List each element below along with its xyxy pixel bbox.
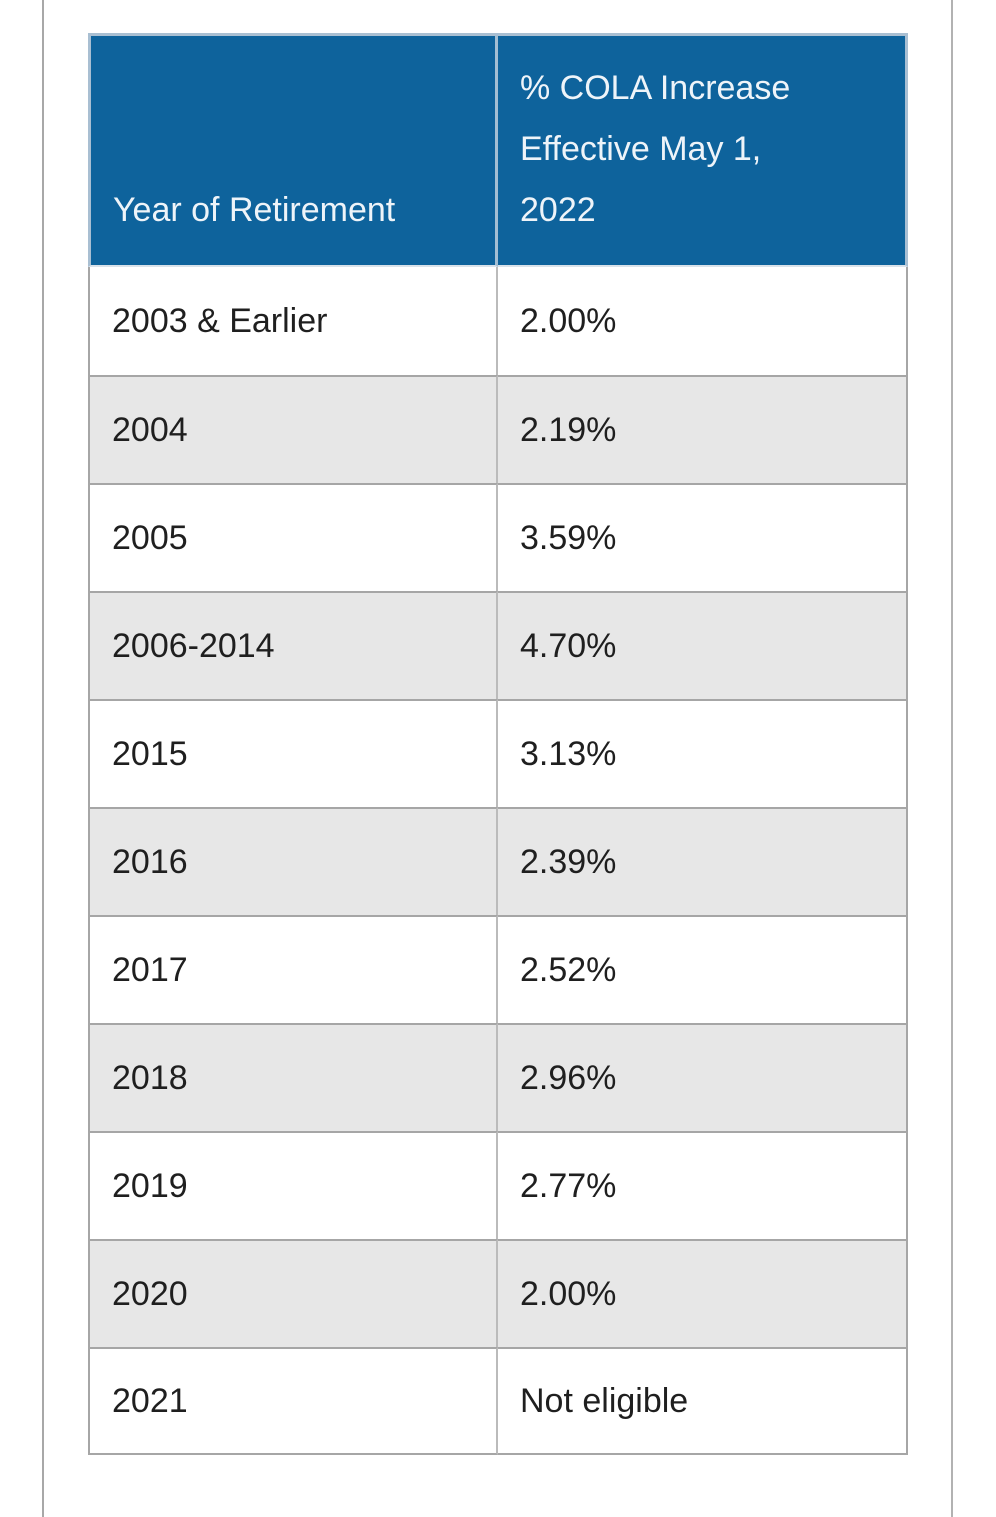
cola-cell: 2.52% bbox=[498, 915, 908, 1023]
cola-cell: Not eligible bbox=[498, 1347, 908, 1455]
cola-cell: 2.19% bbox=[498, 375, 908, 483]
table-row: 2005 3.59% bbox=[88, 483, 908, 591]
table-row: 2020 2.00% bbox=[88, 1239, 908, 1347]
cola-table-container: Year of Retirement % COLA Increase Effec… bbox=[88, 33, 908, 1455]
header-cola-increase: % COLA Increase Effective May 1, 2022 bbox=[498, 33, 908, 267]
year-cell: 2018 bbox=[88, 1023, 498, 1131]
table-row: 2015 3.13% bbox=[88, 699, 908, 807]
left-page-rule bbox=[42, 0, 44, 1517]
table-row: 2021 Not eligible bbox=[88, 1347, 908, 1455]
cola-cell: 4.70% bbox=[498, 591, 908, 699]
year-cell: 2003 & Earlier bbox=[88, 267, 498, 375]
year-cell: 2004 bbox=[88, 375, 498, 483]
header-cola-line-3: 2022 bbox=[520, 191, 596, 229]
year-cell: 2006-2014 bbox=[88, 591, 498, 699]
cola-cell: 2.39% bbox=[498, 807, 908, 915]
table-row: 2006-2014 4.70% bbox=[88, 591, 908, 699]
right-page-rule bbox=[951, 0, 953, 1517]
table-row: 2019 2.77% bbox=[88, 1131, 908, 1239]
cola-table: Year of Retirement % COLA Increase Effec… bbox=[88, 33, 908, 1455]
year-cell: 2020 bbox=[88, 1239, 498, 1347]
year-cell: 2016 bbox=[88, 807, 498, 915]
header-year-of-retirement: Year of Retirement bbox=[88, 33, 498, 267]
header-cola-line-2: Effective May 1, bbox=[520, 130, 762, 168]
header-cola-line-1: % COLA Increase bbox=[520, 69, 791, 107]
table-row: 2018 2.96% bbox=[88, 1023, 908, 1131]
header-row: Year of Retirement % COLA Increase Effec… bbox=[88, 33, 908, 267]
table-row: 2004 2.19% bbox=[88, 375, 908, 483]
year-cell: 2019 bbox=[88, 1131, 498, 1239]
cola-cell: 2.96% bbox=[498, 1023, 908, 1131]
year-cell: 2005 bbox=[88, 483, 498, 591]
cola-cell: 2.00% bbox=[498, 1239, 908, 1347]
year-cell: 2021 bbox=[88, 1347, 498, 1455]
year-cell: 2015 bbox=[88, 699, 498, 807]
cola-cell: 3.13% bbox=[498, 699, 908, 807]
table-row: 2017 2.52% bbox=[88, 915, 908, 1023]
table-row: 2016 2.39% bbox=[88, 807, 908, 915]
year-cell: 2017 bbox=[88, 915, 498, 1023]
table-row: 2003 & Earlier 2.00% bbox=[88, 267, 908, 375]
cola-cell: 3.59% bbox=[498, 483, 908, 591]
cola-cell: 2.77% bbox=[498, 1131, 908, 1239]
cola-cell: 2.00% bbox=[498, 267, 908, 375]
